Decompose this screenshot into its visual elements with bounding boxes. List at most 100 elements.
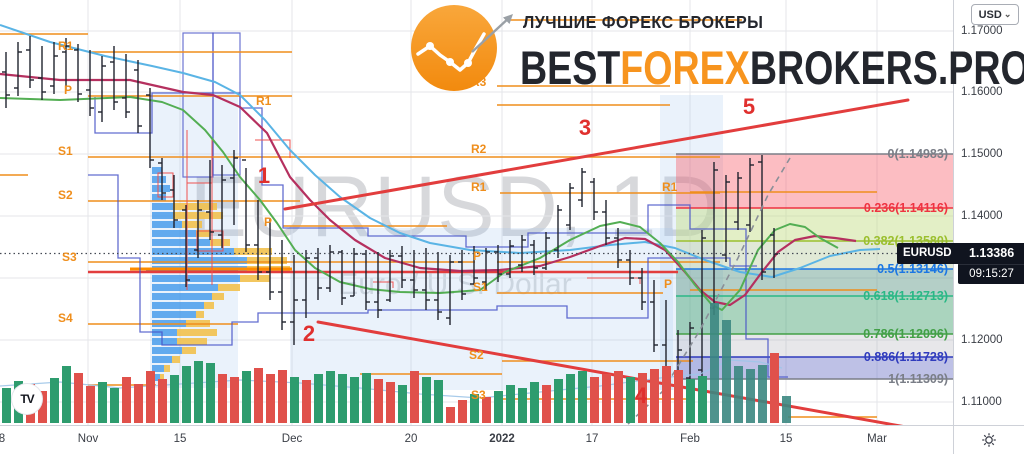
- volume-bar: [386, 382, 395, 423]
- ohlc-bar: [746, 158, 754, 232]
- volume-bar: [782, 396, 791, 423]
- volume-profile-value-bar: [204, 302, 214, 309]
- time-axis-tick[interactable]: 17: [585, 433, 599, 445]
- volume-bar: [506, 385, 515, 423]
- price-axis-tick[interactable]: 1.11000: [961, 396, 1002, 408]
- time-axis-tick[interactable]: 8: [0, 433, 6, 445]
- volume-bar: [170, 375, 179, 423]
- step-line-red: [255, 139, 291, 158]
- time-axis-tick[interactable]: Feb: [680, 433, 700, 445]
- ohlc-bar: [122, 54, 130, 118]
- volume-bar: [554, 379, 563, 423]
- time-axis-tick[interactable]: Nov: [77, 433, 99, 445]
- time-axis-tick[interactable]: Dec: [281, 433, 303, 445]
- ohlc-bar: [134, 60, 142, 133]
- volume-profile-bar: [152, 275, 240, 282]
- volume-profile-bar: [152, 239, 210, 246]
- ohlc-bar: [26, 36, 34, 88]
- ohlc-bar: [554, 205, 562, 258]
- volume-bar: [338, 374, 347, 423]
- volume-bar: [758, 365, 767, 423]
- time-axis-tick[interactable]: 15: [779, 433, 793, 445]
- tradingview-logo-text: TV: [20, 392, 34, 406]
- ohlc-bar: [110, 46, 118, 110]
- price-axis-tick[interactable]: 1.16000: [961, 86, 1003, 98]
- ohlc-bar: [170, 175, 178, 228]
- volume-bar: [374, 379, 383, 423]
- volume-bar: [350, 377, 359, 423]
- tradingview-logo[interactable]: TV: [12, 384, 42, 414]
- price-axis-tick[interactable]: 1.14000: [961, 210, 1003, 222]
- volume-bar: [674, 370, 683, 423]
- volume-bar: [578, 371, 587, 423]
- volume-profile-bar: [152, 257, 247, 264]
- badge-symbol: EURUSD: [897, 243, 958, 264]
- volume-bar: [314, 374, 323, 423]
- ohlc-bar: [590, 178, 598, 220]
- volume-profile-bar: [152, 356, 172, 363]
- volume-bar: [458, 400, 467, 423]
- time-axis-tick[interactable]: Mar: [867, 433, 887, 445]
- ohlc-bar: [614, 228, 622, 268]
- brand-name-best: BEST: [520, 41, 621, 94]
- gear-icon[interactable]: [981, 432, 997, 448]
- ohlc-bar: [206, 160, 214, 240]
- fib-zone: [676, 334, 953, 357]
- brand-name: BESTFOREXBROKERS.PRO: [520, 40, 1024, 95]
- ohlc-bar: [626, 250, 634, 285]
- ohlc-bar: [314, 248, 322, 300]
- time-axis-tick[interactable]: 20: [404, 433, 418, 445]
- volume-profile-value-bar: [182, 221, 202, 228]
- ohlc-bar: [242, 159, 250, 252]
- price-axis-tick[interactable]: 1.17000: [961, 25, 1003, 37]
- ohlc-bar: [38, 46, 46, 100]
- volume-bar: [266, 374, 275, 423]
- trend-line: [283, 98, 910, 211]
- volume-bar: [710, 303, 719, 423]
- volume-bar: [242, 371, 251, 423]
- ohlc-bar: [434, 252, 442, 320]
- last-price-badge[interactable]: EURUSD 1.13386 09:15:27: [897, 243, 1024, 284]
- price-axis-tick[interactable]: 1.12000: [961, 334, 1003, 346]
- ohlc-bar: [722, 175, 730, 262]
- volume-profile-bar: [152, 185, 170, 192]
- volume-profile-bar: [152, 374, 160, 381]
- volume-bar: [62, 366, 71, 423]
- volume-profile-value-bar: [182, 347, 196, 354]
- ohlc-bar: [410, 250, 418, 298]
- ohlc-bar: [218, 165, 226, 248]
- currency-dropdown-button[interactable]: USD ⌄: [971, 4, 1019, 25]
- currency-dropdown-label: USD: [978, 8, 1002, 21]
- drawing-box-red: [157, 172, 174, 198]
- axis-settings-corner[interactable]: [954, 426, 1024, 454]
- volume-profile-bar: [152, 329, 177, 336]
- price-axis-tick[interactable]: 1.15000: [961, 148, 1003, 160]
- volume-profile-bar: [152, 203, 173, 210]
- volume-profile-value-bar: [210, 239, 230, 246]
- ohlc-bar: [494, 245, 502, 282]
- ohlc-bar: [374, 252, 382, 318]
- volume-bar: [686, 379, 695, 423]
- ohlc-bar: [470, 246, 478, 285]
- volume-profile-value-bar: [212, 293, 224, 300]
- badge-price: 1.13386: [968, 246, 1015, 260]
- time-axis-tick[interactable]: 2022: [489, 433, 515, 445]
- volume-bar: [2, 388, 11, 423]
- step-line-upper: [94, 92, 788, 378]
- ohlc-bar: [734, 172, 742, 230]
- volume-bar: [494, 391, 503, 423]
- volume-bar: [470, 394, 479, 423]
- volume-profile-bar: [152, 248, 234, 255]
- ohlc-bar: [146, 88, 154, 168]
- candlestick-chart-canvas[interactable]: [0, 0, 953, 425]
- ohlc-bar: [266, 218, 274, 300]
- price-axis-border: [953, 0, 954, 454]
- ma-mid-crimson: [0, 72, 857, 307]
- volume-bar: [518, 388, 527, 423]
- volume-bar: [530, 382, 539, 423]
- ohlc-bar: [62, 38, 70, 90]
- volume-bar: [734, 366, 743, 423]
- time-axis-tick[interactable]: 15: [173, 433, 187, 445]
- volume-bar: [722, 320, 731, 423]
